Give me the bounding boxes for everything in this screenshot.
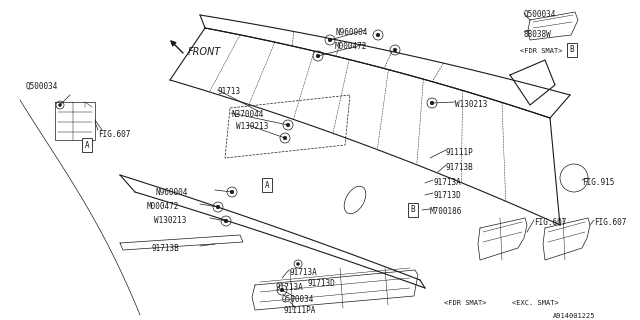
Circle shape bbox=[216, 205, 220, 209]
Text: 91713A: 91713A bbox=[275, 283, 303, 292]
Text: 91713D: 91713D bbox=[308, 279, 336, 288]
Text: FIG.607: FIG.607 bbox=[98, 130, 131, 139]
Text: FRONT: FRONT bbox=[188, 47, 221, 57]
Text: Q500034: Q500034 bbox=[26, 82, 58, 91]
Text: A914001225: A914001225 bbox=[553, 313, 595, 319]
Circle shape bbox=[224, 219, 228, 223]
Text: A: A bbox=[265, 180, 269, 189]
Text: N960004: N960004 bbox=[335, 28, 367, 37]
Text: <FDR SMAT>: <FDR SMAT> bbox=[520, 48, 563, 54]
Text: W130213: W130213 bbox=[455, 100, 488, 109]
Text: 91713A: 91713A bbox=[433, 178, 461, 187]
Text: 91713: 91713 bbox=[218, 87, 241, 96]
Circle shape bbox=[283, 136, 287, 140]
Text: 88038W: 88038W bbox=[524, 30, 552, 39]
Circle shape bbox=[286, 123, 290, 127]
Circle shape bbox=[230, 190, 234, 194]
Text: FIG.607: FIG.607 bbox=[594, 218, 627, 227]
Text: N370044: N370044 bbox=[231, 110, 264, 119]
Text: W130213: W130213 bbox=[236, 122, 268, 131]
Circle shape bbox=[296, 262, 300, 266]
Circle shape bbox=[376, 33, 380, 37]
Text: 91713A: 91713A bbox=[289, 268, 317, 277]
Circle shape bbox=[430, 101, 434, 105]
Text: M700186: M700186 bbox=[430, 207, 462, 216]
Text: 91111P: 91111P bbox=[446, 148, 474, 157]
Text: B: B bbox=[411, 205, 415, 214]
Circle shape bbox=[316, 54, 320, 58]
Text: B: B bbox=[570, 45, 574, 54]
Circle shape bbox=[280, 288, 284, 292]
Text: FIG.915: FIG.915 bbox=[582, 178, 614, 187]
Text: M000472: M000472 bbox=[147, 202, 179, 211]
Text: 91713B: 91713B bbox=[446, 163, 474, 172]
Circle shape bbox=[393, 48, 397, 52]
Text: Q500034: Q500034 bbox=[282, 295, 314, 304]
Text: 91713B: 91713B bbox=[152, 244, 180, 253]
Text: FIG.607: FIG.607 bbox=[534, 218, 566, 227]
Text: 91111PA: 91111PA bbox=[284, 306, 316, 315]
Text: N960004: N960004 bbox=[155, 188, 188, 197]
Text: A: A bbox=[84, 140, 90, 149]
Text: <FDR SMAT>: <FDR SMAT> bbox=[444, 300, 486, 306]
Text: W130213: W130213 bbox=[154, 216, 186, 225]
Text: M000472: M000472 bbox=[335, 42, 367, 51]
Text: 91713D: 91713D bbox=[433, 191, 461, 200]
Circle shape bbox=[328, 38, 332, 42]
Text: <EXC. SMAT>: <EXC. SMAT> bbox=[512, 300, 559, 306]
Text: Q500034: Q500034 bbox=[524, 10, 556, 19]
Circle shape bbox=[58, 103, 61, 107]
